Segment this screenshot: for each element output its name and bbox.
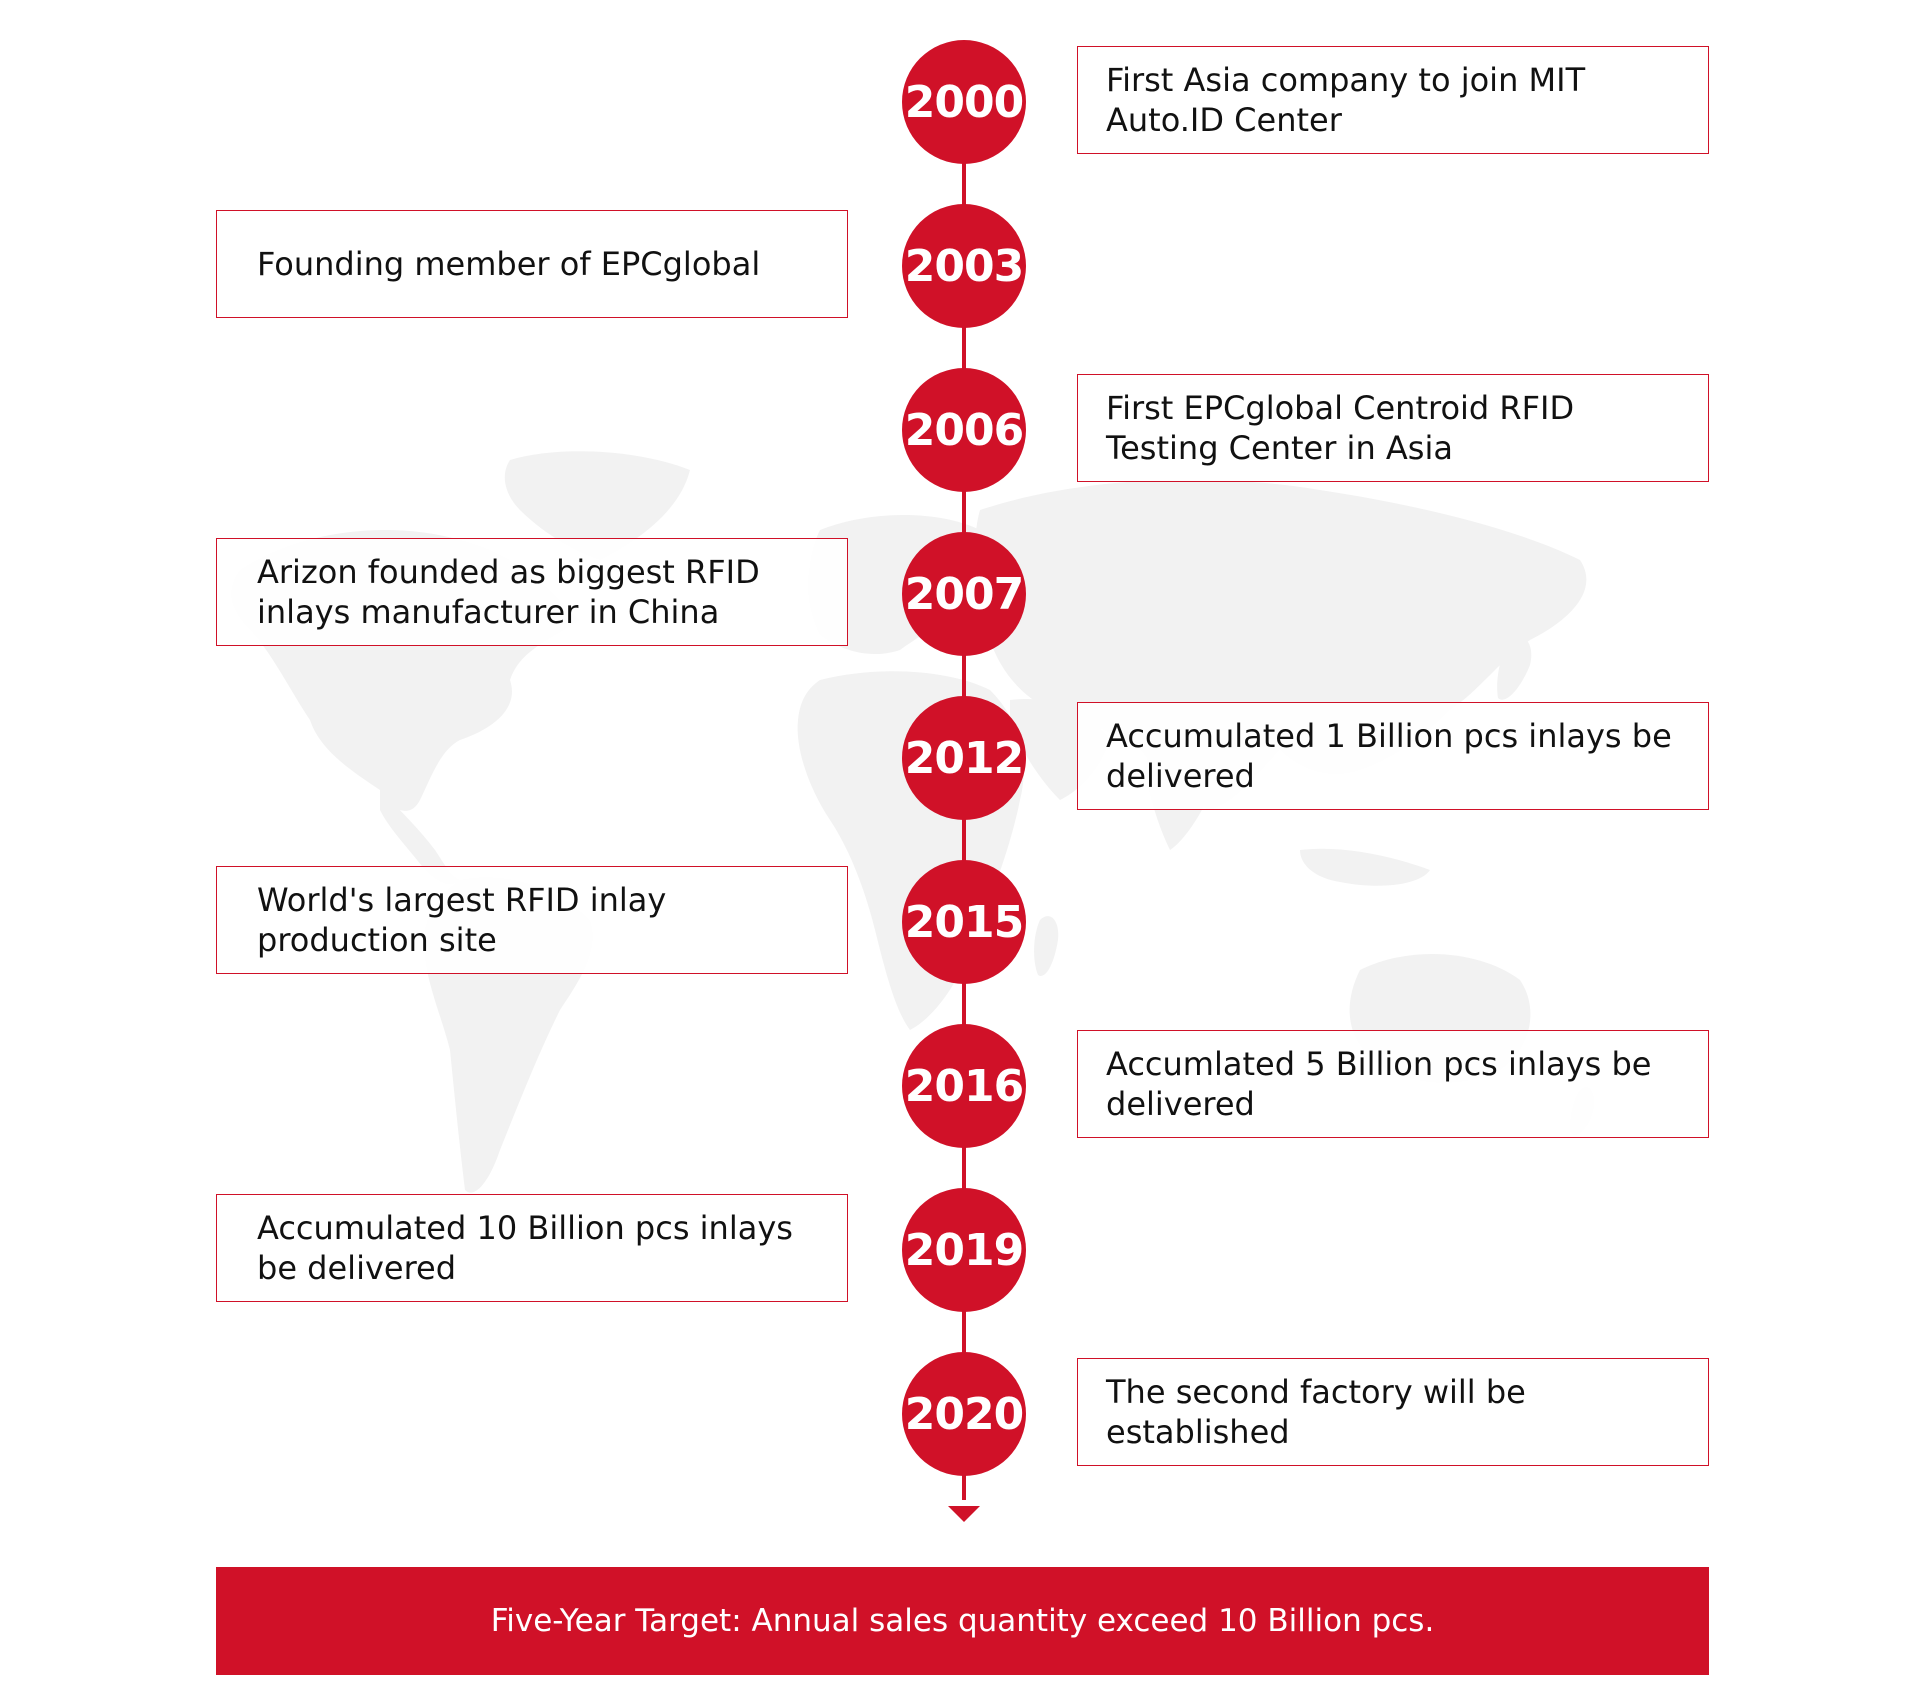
event-text: Founding member of EPCglobal (257, 245, 761, 283)
event-text: Accumlated 5 Billion pcs inlays be deliv… (1106, 1045, 1652, 1123)
year-circle-2000: 2000 (902, 40, 1026, 164)
event-text: The second factory will be established (1106, 1373, 1526, 1451)
year-circle-2007: 2007 (902, 532, 1026, 656)
central-america-shape (380, 790, 460, 885)
five-year-target-banner: Five-Year Target: Annual sales quantity … (216, 1567, 1709, 1675)
event-box-2019: Accumulated 10 Billion pcs inlays be del… (216, 1194, 848, 1302)
event-box-2015: World's largest RFID inlay production si… (216, 866, 848, 974)
event-text: Arizon founded as biggest RFID inlays ma… (257, 553, 760, 631)
event-text: World's largest RFID inlay production si… (257, 881, 667, 959)
event-box-2003: Founding member of EPCglobal (216, 210, 848, 318)
event-text: Accumulated 1 Billion pcs inlays be deli… (1106, 717, 1672, 795)
event-box-2016: Accumlated 5 Billion pcs inlays be deliv… (1077, 1030, 1709, 1138)
event-text: First Asia company to join MIT Auto.ID C… (1106, 61, 1586, 139)
event-box-2012: Accumulated 1 Billion pcs inlays be deli… (1077, 702, 1709, 810)
event-box-2000: First Asia company to join MIT Auto.ID C… (1077, 46, 1709, 154)
year-circle-2012: 2012 (902, 696, 1026, 820)
year-circle-2020: 2020 (902, 1352, 1026, 1476)
target-text: Five-Year Target: Annual sales quantity … (490, 1603, 1435, 1639)
japan-shape (1497, 636, 1532, 700)
event-box-2006: First EPCglobal Centroid RFID Testing Ce… (1077, 374, 1709, 482)
indonesia-shape (1300, 848, 1430, 886)
timeline-arrow-down-icon (948, 1506, 980, 1522)
madagascar-shape (1034, 916, 1059, 976)
year-circle-2006: 2006 (902, 368, 1026, 492)
year-circle-2015: 2015 (902, 860, 1026, 984)
event-box-2007: Arizon founded as biggest RFID inlays ma… (216, 538, 848, 646)
year-circle-2016: 2016 (902, 1024, 1026, 1148)
greenland-shape (504, 451, 690, 560)
event-box-2020: The second factory will be established (1077, 1358, 1709, 1466)
event-text: Accumulated 10 Billion pcs inlays be del… (257, 1209, 793, 1287)
year-circle-2019: 2019 (902, 1188, 1026, 1312)
event-text: First EPCglobal Centroid RFID Testing Ce… (1106, 389, 1575, 467)
year-circle-2003: 2003 (902, 204, 1026, 328)
